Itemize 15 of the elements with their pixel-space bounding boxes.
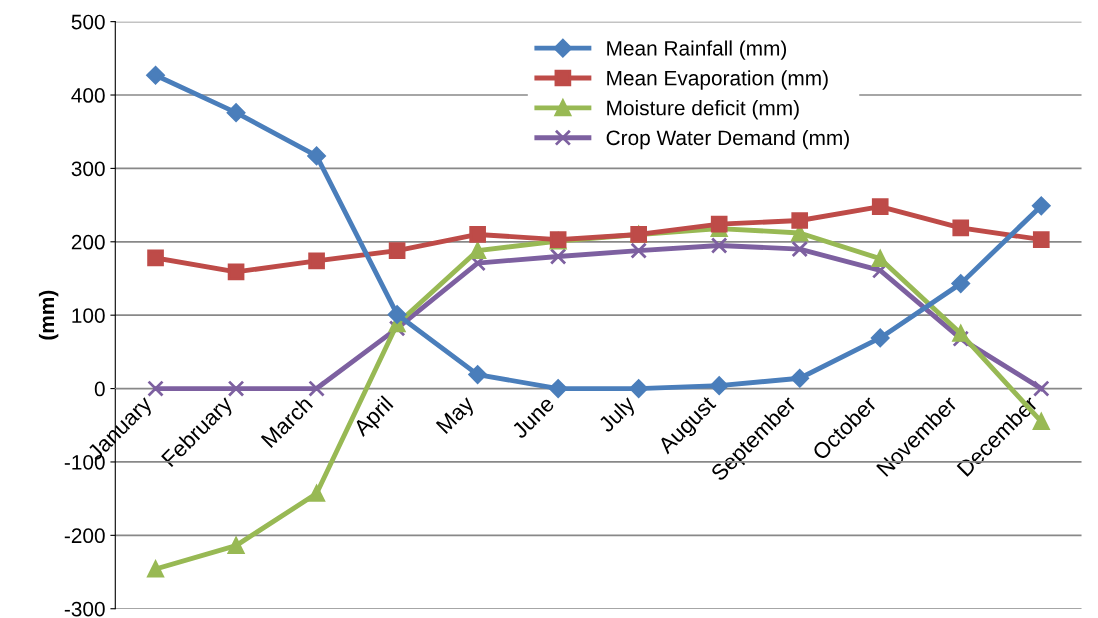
y-tick-label: -200 bbox=[64, 528, 105, 544]
legend-label: Crop Water Demand (mm) bbox=[606, 129, 849, 150]
y-axis-title: (mm) bbox=[38, 290, 59, 340]
y-tick-label: 400 bbox=[71, 88, 105, 103]
legend-label: Moisture deficit (mm) bbox=[607, 100, 799, 120]
y-tick-label: 200 bbox=[71, 234, 105, 250]
y-tick-label: 100 bbox=[72, 308, 105, 323]
y-tick-label: 300 bbox=[71, 161, 105, 177]
x-tick-label: July bbox=[596, 394, 640, 437]
legend-label: Mean Rainfall (mm) bbox=[607, 40, 787, 60]
y-tick-label: -300 bbox=[64, 601, 105, 617]
y-tick-label: 0 bbox=[94, 381, 105, 397]
y-tick-label: 500 bbox=[71, 14, 105, 30]
legend-label: Mean Evaporation (mm) bbox=[607, 70, 828, 90]
x-tick-label: May bbox=[435, 394, 479, 438]
